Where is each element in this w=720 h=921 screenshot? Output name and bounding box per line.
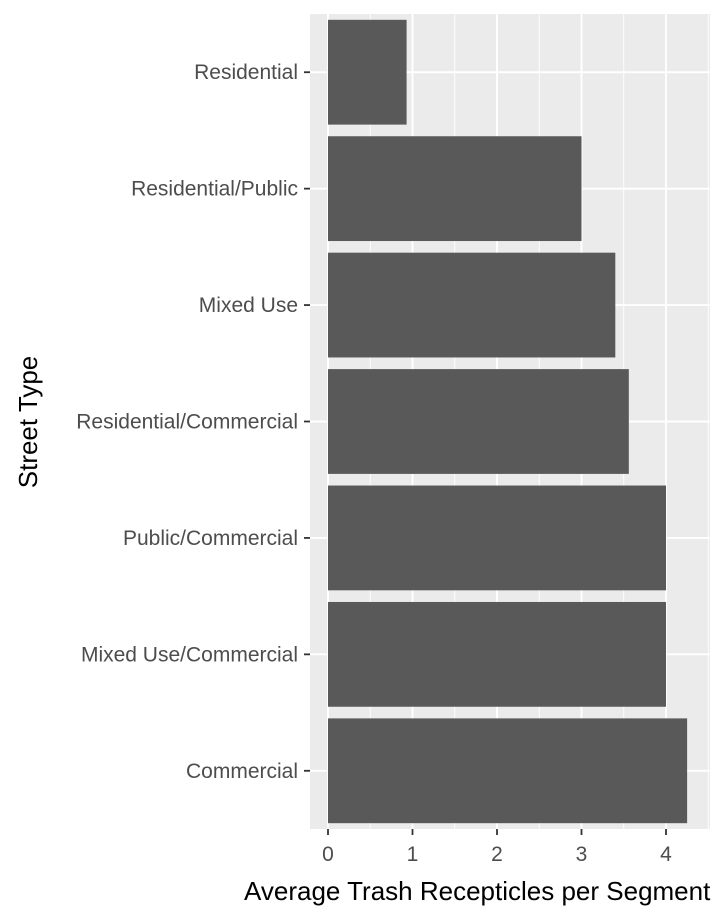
x-axis-title: Average Trash Recepticles per Segment xyxy=(244,876,711,906)
bar-commercial xyxy=(328,718,688,824)
bar-mixed-use xyxy=(328,252,616,358)
bar-residential-commercial xyxy=(328,369,629,474)
bar-mixed-use-commercial xyxy=(328,601,666,707)
bars xyxy=(328,19,688,824)
bar-public-commercial xyxy=(328,485,666,591)
y-axis: Residential Residential/Public Mixed Use Re… xyxy=(76,61,310,783)
y-axis-title: Street Type xyxy=(13,356,43,489)
y-tick-label: Residential/Public xyxy=(131,178,298,201)
y-tick-label: Residential/Commercial xyxy=(76,411,298,434)
x-tick-label: 0 xyxy=(322,843,334,866)
x-axis: 0 1 2 3 4 xyxy=(322,829,672,866)
x-tick-label: 3 xyxy=(576,843,588,866)
bar-residential xyxy=(328,19,407,125)
y-tick-label: Mixed Use xyxy=(199,294,298,317)
bar-residential-public xyxy=(328,136,582,242)
x-tick-label: 2 xyxy=(491,843,503,866)
y-tick-label: Mixed Use/Commercial xyxy=(81,643,298,666)
y-tick-label: Commercial xyxy=(186,760,298,783)
x-tick-label: 4 xyxy=(660,843,672,866)
y-tick-label: Residential xyxy=(194,61,298,84)
y-tick-label: Public/Commercial xyxy=(123,527,298,550)
x-tick-label: 1 xyxy=(407,843,419,866)
